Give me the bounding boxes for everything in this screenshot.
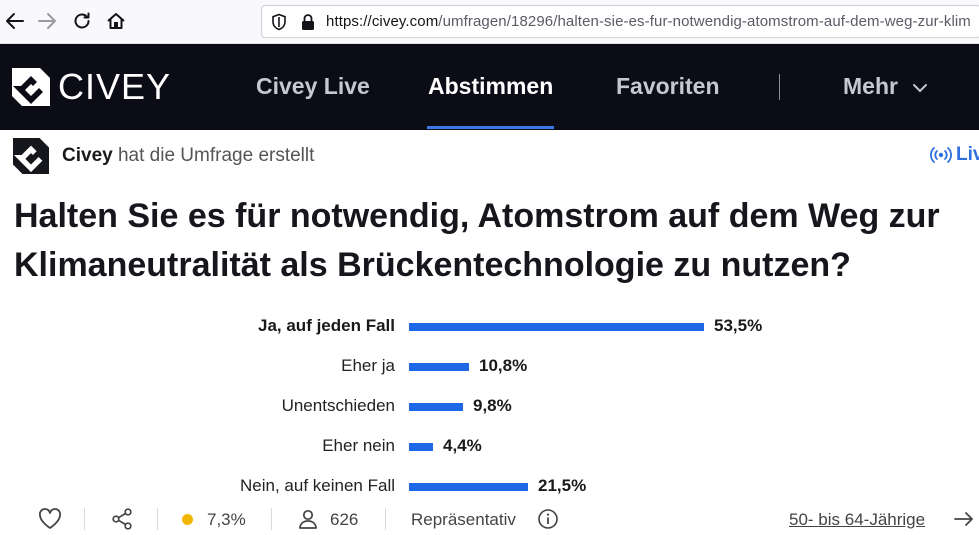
favorite-button[interactable] <box>37 506 63 532</box>
back-arrow-icon <box>6 13 24 29</box>
poll-creator-row: Civey hat die Umfrage erstellt Liv <box>0 130 979 180</box>
bar <box>409 323 704 331</box>
poll-footer: 7,3% 626 Repräsentativ 50- bis 64-Jährig… <box>0 500 979 535</box>
creator-name[interactable]: Civey <box>62 145 113 166</box>
bar-category-label: Eher nein <box>322 436 395 455</box>
shield-icon[interactable] <box>270 13 288 31</box>
bar-category-label: Eher ja <box>341 356 395 375</box>
bar-value-label: 9,8% <box>473 396 512 415</box>
live-signal-icon <box>930 147 952 163</box>
back-button[interactable] <box>0 6 30 36</box>
site-header: CIVEY Civey Live Abstimmen Favoriten Meh… <box>0 44 979 130</box>
bar-row: Eher nein 4,4% <box>0 424 979 464</box>
bar-category-label: Ja, auf jeden Fall <box>258 316 395 335</box>
address-bar[interactable]: https://civey.com/umfragen/18296/halten-… <box>261 5 979 38</box>
bar-row: Unentschieden 9,8% <box>0 384 979 424</box>
info-button[interactable] <box>535 506 561 532</box>
civey-logo-icon[interactable] <box>12 68 50 106</box>
nav-abstimmen[interactable]: Abstimmen <box>428 73 554 99</box>
reload-button[interactable] <box>67 6 97 36</box>
lock-icon[interactable] <box>300 13 316 31</box>
bar-row: Eher ja 10,8% <box>0 344 979 384</box>
representative-label: Repräsentativ <box>411 510 516 529</box>
next-arrow-button[interactable] <box>951 506 977 532</box>
bar-value-label: 53,5% <box>714 316 763 335</box>
bar-row: Ja, auf jeden Fall 53,5% <box>0 304 979 344</box>
error-margin: 7,3% <box>207 510 246 529</box>
logo-text[interactable]: CIVEY <box>58 66 172 107</box>
active-nav-indicator <box>427 126 554 129</box>
url-host: https://civey.com <box>326 13 439 30</box>
reload-icon <box>74 12 90 29</box>
bar <box>409 443 433 451</box>
footer-separator <box>385 508 386 530</box>
nav-favoriten[interactable]: Favoriten <box>616 73 720 99</box>
nav-divider <box>779 74 780 100</box>
footer-separator <box>271 508 272 530</box>
forward-button[interactable] <box>32 6 62 36</box>
bar-row: Nein, auf keinen Fall 21,5% <box>0 464 979 504</box>
poll-results-chart: Ja, auf jeden Fall 53,5% Eher ja 10,8% Unent… <box>0 300 979 500</box>
bar <box>409 403 463 411</box>
bar <box>409 363 469 371</box>
segment-link[interactable]: 50- bis 64-Jährige <box>789 510 926 529</box>
creator-avatar[interactable] <box>13 138 49 174</box>
browser-toolbar: https://civey.com/umfragen/18296/halten-… <box>0 0 979 44</box>
nav-mehr[interactable]: Mehr <box>843 73 928 100</box>
bar-value-label: 10,8% <box>479 356 528 375</box>
bar <box>409 483 528 491</box>
url-path: /umfragen/18296/halten-sie-es-fur-notwen… <box>438 13 971 30</box>
bar-value-label: 21,5% <box>538 476 587 495</box>
share-icon <box>112 508 132 530</box>
nav-mehr-label: Mehr <box>843 73 898 99</box>
chevron-down-icon <box>913 83 928 93</box>
arrow-right-icon <box>954 512 973 526</box>
poll-question: Halten Sie es für notwendig, Atomstrom a… <box>14 197 940 284</box>
share-button[interactable] <box>109 506 135 532</box>
creator-text: Civey hat die Umfrage erstellt <box>62 145 314 167</box>
bar-category-label: Unentschieden <box>281 396 395 415</box>
bar-value-label: 4,4% <box>443 436 482 455</box>
info-icon <box>538 509 558 529</box>
home-button[interactable] <box>101 6 131 36</box>
forward-arrow-icon <box>38 13 56 29</box>
nav-civey-live[interactable]: Civey Live <box>256 73 370 99</box>
live-label: Liv <box>956 144 979 165</box>
participant-count: 626 <box>330 510 359 529</box>
live-link[interactable]: Liv <box>930 144 979 166</box>
home-icon <box>107 13 125 29</box>
person-icon <box>299 509 317 529</box>
error-margin-dot <box>182 514 193 525</box>
bar-category-label: Nein, auf keinen Fall <box>240 476 395 495</box>
url-text: https://civey.com/umfragen/18296/halten-… <box>326 13 971 30</box>
footer-separator <box>84 508 85 530</box>
footer-separator <box>157 508 158 530</box>
creator-action: hat die Umfrage erstellt <box>117 145 315 166</box>
participants-icon-wrap <box>295 506 321 532</box>
heart-icon <box>39 508 61 529</box>
